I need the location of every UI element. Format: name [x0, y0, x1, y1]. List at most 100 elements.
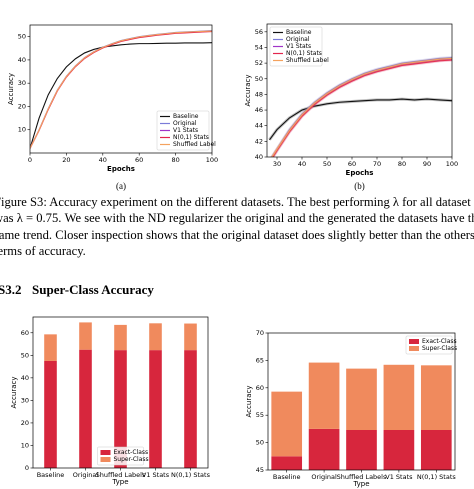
y-tick-label: 44	[255, 122, 263, 130]
y-tick-label: 50	[18, 33, 26, 41]
y-tick-label: 40	[18, 56, 26, 64]
bar-segment	[271, 391, 303, 457]
bar-segment	[271, 456, 303, 470]
legend-label: N(0,1) Stats	[286, 50, 322, 57]
x-tick-label: V1 Stats	[142, 471, 170, 479]
bar-segment	[184, 323, 197, 351]
legend-label: Original	[286, 36, 310, 43]
y-tick-label: 20	[18, 102, 26, 110]
y-tick-label: 50	[256, 439, 264, 447]
y-axis-label: Accuracy	[244, 75, 252, 107]
bar-segment	[149, 350, 162, 468]
bar-segment	[184, 350, 197, 468]
bar-segment	[420, 429, 452, 470]
bar-segment	[44, 334, 57, 361]
legend-swatch	[100, 450, 111, 455]
x-tick-label: 80	[171, 156, 179, 164]
y-tick-label: 30	[21, 396, 29, 404]
x-axis-label: Epochs	[346, 169, 374, 177]
y-tick-label: 40	[255, 153, 263, 161]
legend-label: Shuffled Label	[173, 141, 216, 148]
bar-segment	[346, 368, 377, 430]
bar-segment	[383, 364, 415, 430]
axes-frame	[32, 316, 209, 469]
y-tick-label: 20	[21, 419, 29, 427]
line	[271, 57, 452, 157]
legend-swatch	[100, 457, 111, 462]
y-tick-label: 50	[21, 351, 29, 359]
x-tick-label: N(0,1) Stats	[417, 473, 457, 481]
x-tick-label: 50	[323, 160, 331, 168]
y-tick-label: 50	[255, 75, 263, 83]
x-axis-label: Type	[111, 478, 128, 486]
caption-line: terms of accuracy.	[0, 244, 86, 258]
y-tick-label: 42	[255, 137, 263, 145]
legend-label: V1 Stats	[173, 127, 198, 134]
bar-segment	[308, 428, 340, 470]
subfigure-label: (b)	[354, 181, 365, 191]
y-tick-label: 54	[255, 43, 263, 51]
caption-line: same trend. Closer inspection shows that…	[0, 228, 474, 242]
x-tick-label: Baseline	[37, 471, 65, 479]
y-tick-label: 55	[256, 411, 264, 419]
bar-segment	[420, 365, 452, 430]
bar-segment	[114, 324, 127, 351]
x-tick-label: 30	[273, 160, 281, 168]
x-tick-label: 20	[62, 156, 70, 164]
y-tick-label: 0	[25, 464, 29, 472]
x-tick-label: 80	[398, 160, 406, 168]
x-tick-label: 100	[446, 160, 458, 168]
legend-label: Original	[173, 120, 197, 127]
bar-segment	[383, 429, 415, 470]
y-tick-label: 65	[256, 356, 264, 364]
x-tick-label: 70	[373, 160, 381, 168]
legend-label: Exact-Class	[114, 449, 149, 456]
x-tick-label: 60	[348, 160, 356, 168]
x-tick-label: Shuffled Labels	[337, 473, 387, 481]
line-band	[270, 56, 452, 157]
x-tick-label: 90	[423, 160, 431, 168]
x-tick-label: N(0,1) Stats	[171, 471, 211, 479]
x-tick-label: 60	[135, 156, 143, 164]
y-tick-label: 30	[18, 79, 26, 87]
section-title: Super-Class Accuracy	[32, 282, 154, 297]
axes-frame	[29, 24, 213, 154]
legend-label: Exact-Class	[422, 338, 457, 345]
legend-label: Shuffled Label	[286, 57, 329, 64]
caption-line: Figure S3: Accuracy experiment on the di…	[0, 195, 471, 209]
x-tick-label: Baseline	[273, 473, 301, 481]
y-tick-label: 10	[21, 441, 29, 449]
y-tick-label: 56	[255, 28, 263, 36]
y-axis-label: Accuracy	[245, 386, 253, 418]
legend-box	[156, 110, 210, 151]
bar-segment	[149, 323, 162, 351]
legend-label: V1 Stats	[286, 43, 311, 50]
y-tick-label: 52	[255, 59, 263, 67]
legend-swatch	[409, 346, 419, 351]
x-axis-label: Type	[352, 480, 369, 488]
legend-swatch	[409, 339, 419, 344]
x-tick-label: Original	[311, 473, 337, 481]
x-axis-label: Epochs	[107, 165, 135, 173]
legend-label: Super-Class	[422, 345, 457, 352]
legend-label: Super-Class	[114, 456, 149, 463]
y-tick-label: 48	[255, 90, 263, 98]
subfigure-label: (a)	[116, 181, 126, 191]
caption-line: was λ = 0.75. We see with the ND regular…	[0, 211, 474, 225]
y-tick-label: 70	[256, 329, 264, 337]
x-tick-label: 40	[298, 160, 306, 168]
bar-segment	[346, 429, 377, 470]
y-tick-label: 60	[21, 329, 29, 337]
x-tick-label: 40	[99, 156, 107, 164]
x-tick-label: V1 Stats	[385, 473, 413, 481]
x-tick-label: 0	[28, 156, 32, 164]
line	[30, 42, 212, 149]
legend-label: Baseline	[286, 29, 312, 36]
y-tick-label: 60	[256, 384, 264, 392]
x-tick-label: Original	[73, 471, 99, 479]
axes-frame	[267, 332, 456, 471]
legend-label: Baseline	[173, 113, 199, 120]
bar-segment	[79, 322, 92, 350]
